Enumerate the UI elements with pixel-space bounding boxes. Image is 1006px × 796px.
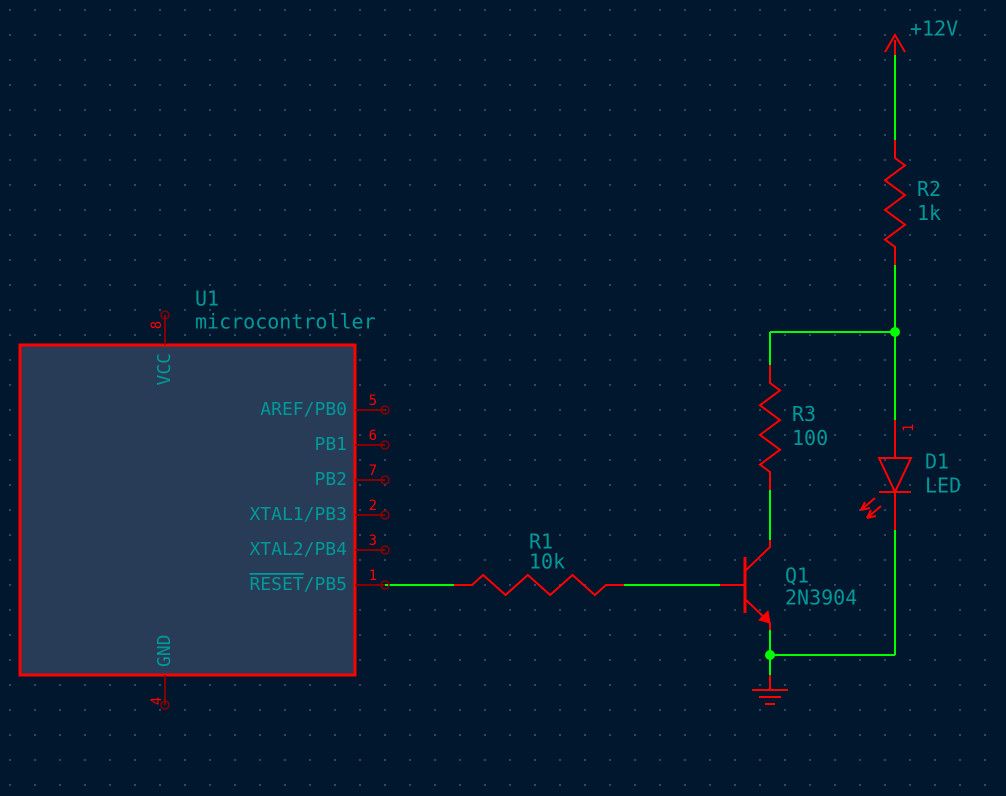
transistor-Q1: [720, 540, 770, 630]
pin-name-8: VCC: [154, 353, 175, 386]
resistor-R2: [885, 140, 905, 265]
svg-text:4: 4: [149, 697, 165, 705]
power-12v: [885, 35, 905, 55]
val-R2: 1k: [917, 201, 941, 225]
resistor-R1: [454, 575, 624, 595]
ref-R2: R2: [917, 177, 941, 201]
wires: [385, 55, 895, 675]
ref-D1: D1: [925, 450, 949, 474]
ref-R3: R3: [792, 402, 816, 426]
junction: [765, 650, 775, 660]
svg-text:6: 6: [369, 428, 377, 444]
val-Q1: 2N3904: [785, 586, 857, 610]
svg-text:8: 8: [149, 321, 165, 329]
pin-name-6: PB1: [314, 434, 347, 455]
pin-name-4: GND: [154, 634, 175, 667]
pin-name-2: XTAL1/PB3: [249, 504, 347, 525]
ref-Q1: Q1: [785, 564, 809, 588]
junction: [890, 327, 900, 337]
pin-name-3: XTAL2/PB4: [249, 539, 347, 560]
ref-U1: U1: [195, 287, 219, 311]
gnd-symbol: [752, 675, 788, 704]
val-U1: microcontroller: [195, 310, 376, 334]
svg-text:1: 1: [369, 568, 377, 584]
val-R3: 100: [792, 426, 828, 450]
pin1-D1: 1: [901, 424, 917, 432]
svg-text:7: 7: [369, 463, 377, 479]
pin-name-7: PB2: [314, 469, 347, 490]
resistor-R3: [760, 365, 780, 490]
val-R1: 10k: [529, 550, 565, 574]
svg-text:3: 3: [369, 533, 377, 549]
svg-text:2: 2: [369, 498, 377, 514]
pin-name-5: AREF/PB0: [260, 399, 347, 420]
power-label: +12V: [910, 17, 958, 41]
svg-text:5: 5: [369, 393, 377, 409]
pin-name-1: RESET/PB5: [249, 574, 347, 595]
led-D1: [861, 420, 911, 530]
val-D1: LED: [925, 474, 961, 498]
